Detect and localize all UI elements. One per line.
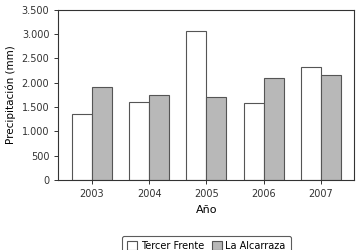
- Bar: [321, 75, 341, 180]
- Bar: [206, 97, 226, 180]
- Bar: [244, 103, 264, 180]
- Y-axis label: Precipitación (mm): Precipitación (mm): [5, 46, 16, 144]
- Bar: [186, 32, 206, 180]
- Bar: [264, 78, 284, 180]
- Bar: [149, 95, 169, 180]
- Bar: [72, 114, 92, 180]
- Bar: [301, 67, 321, 180]
- Bar: [92, 88, 112, 180]
- Bar: [129, 102, 149, 180]
- Legend: Tercer Frente, La Alcarraza: Tercer Frente, La Alcarraza: [122, 236, 291, 250]
- X-axis label: Año: Año: [196, 204, 217, 214]
